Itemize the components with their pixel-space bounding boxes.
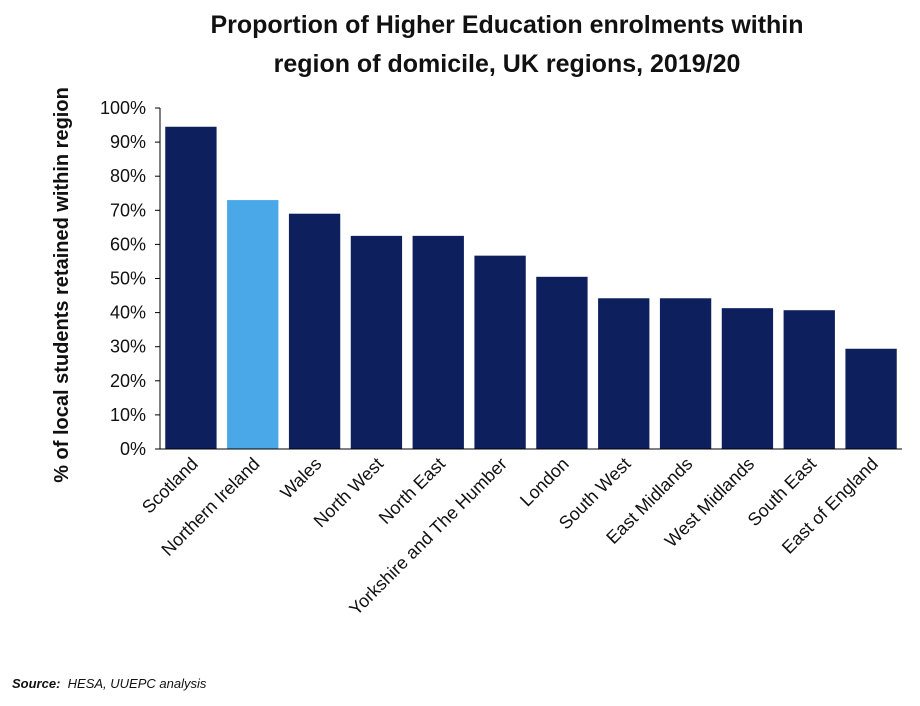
- bar-scotland: [165, 126, 217, 449]
- bar-north-east: [412, 235, 464, 449]
- y-tick-label: 10%: [110, 405, 146, 425]
- bar-north-west: [350, 235, 403, 449]
- x-tick-label: London: [516, 454, 573, 511]
- y-tick-label: 80%: [110, 166, 146, 186]
- y-axis-ticks: 0% 10% 20% 30% 40% 50% 60% 70% 80% 90% 100%: [100, 98, 160, 459]
- y-axis-title: % of local students retained within regi…: [51, 87, 73, 483]
- bar-south-east: [783, 310, 835, 449]
- y-tick-label: 70%: [110, 200, 146, 220]
- y-tick-label: 100%: [100, 98, 146, 118]
- bar-london: [536, 276, 588, 449]
- bar-wales: [288, 213, 341, 449]
- x-tick-label: Scotland: [138, 454, 202, 518]
- source-label: Source:: [12, 676, 61, 691]
- chart-title-line-1: Proportion of Higher Education enrolment…: [210, 11, 803, 39]
- y-tick-label: 50%: [110, 269, 146, 289]
- bar-yorkshire-and-the-humber: [474, 255, 526, 449]
- y-tick-label: 40%: [110, 303, 146, 323]
- source-text: HESA, UUEPC analysis: [67, 676, 207, 691]
- chart-title-line-2: region of domicile, UK regions, 2019/20: [274, 50, 741, 78]
- bar-west-midlands: [721, 308, 774, 449]
- source-note: Source: HESA, UUEPC analysis: [12, 676, 206, 691]
- bar-south-west: [598, 298, 650, 449]
- y-tick-label: 0%: [120, 439, 146, 459]
- bar-northern-ireland: [227, 200, 279, 449]
- x-tick-label: Wales: [276, 454, 325, 503]
- y-tick-label: 90%: [110, 132, 146, 152]
- y-tick-label: 20%: [110, 371, 146, 391]
- bar-east-of-england: [845, 348, 897, 449]
- y-tick-label: 30%: [110, 337, 146, 357]
- bars-group: [165, 126, 897, 449]
- y-tick-label: 60%: [110, 234, 146, 254]
- bar-east-midlands: [659, 298, 712, 449]
